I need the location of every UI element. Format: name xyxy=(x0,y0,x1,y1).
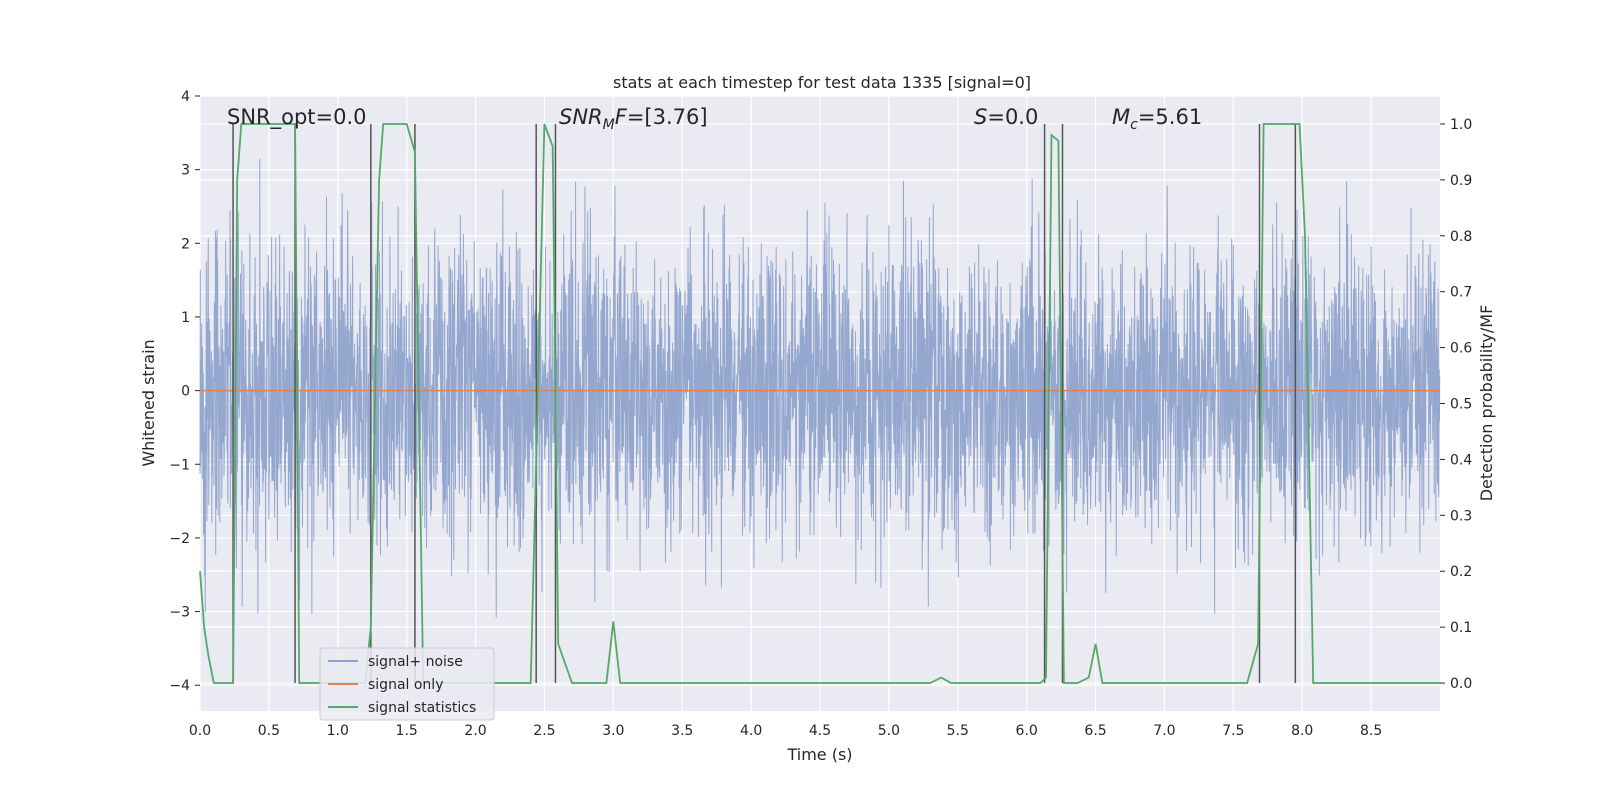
annotation-snr-mf: SNRMF=[3.76] xyxy=(559,105,708,133)
annotation-snr-mf-value: =[3.76] xyxy=(627,105,708,129)
annotation-snr-mf-sub: M xyxy=(603,117,615,133)
y-tick-label: −2 xyxy=(169,531,190,547)
annotation-snr-mf-mid: F xyxy=(615,105,628,129)
right-y-tick-label: 0.9 xyxy=(1450,173,1472,189)
right-y-tick-label: 0.1 xyxy=(1450,620,1472,636)
annotation-mc-base: M xyxy=(1112,105,1130,129)
y-tick-label: −4 xyxy=(169,678,190,694)
annotation-mc-sub: c xyxy=(1130,117,1138,133)
legend-label-statistics: signal statistics xyxy=(368,700,476,716)
annotation-snr-opt: SNR_opt=0.0 xyxy=(227,105,367,130)
y-axis-ticks: 4 3 2 1 0 −1 −2 −3 −4 xyxy=(169,89,200,694)
right-y-axis-label: Detection probability/MF xyxy=(1477,305,1496,502)
x-tick-label: 4.5 xyxy=(809,723,831,739)
right-y-tick-label: 0.2 xyxy=(1450,564,1472,580)
y-axis-label: Whitened strain xyxy=(139,339,158,466)
right-y-tick-label: 0.6 xyxy=(1450,341,1472,357)
legend-label-noise: signal+ noise xyxy=(368,654,463,670)
right-y-tick-label: 0.3 xyxy=(1450,508,1472,524)
x-tick-label: 7.0 xyxy=(1153,723,1175,739)
noise-path xyxy=(199,158,1441,618)
y-tick-label: 2 xyxy=(181,236,190,252)
x-axis-label: Time (s) xyxy=(786,745,852,764)
x-tick-label: 8.0 xyxy=(1291,723,1313,739)
right-y-tick-label: 1.0 xyxy=(1450,117,1472,133)
annotation-s-value: =0.0 xyxy=(987,105,1038,129)
x-tick-label: 3.0 xyxy=(602,723,624,739)
legend: signal+ noise signal only signal statist… xyxy=(319,647,495,721)
x-tick-label: 4.0 xyxy=(740,723,762,739)
x-tick-label: 2.5 xyxy=(533,723,555,739)
x-tick-label: 6.0 xyxy=(1016,723,1038,739)
annotation-s: S=0.0 xyxy=(974,105,1038,129)
x-axis-ticks: 0.0 0.5 1.0 1.5 2.0 2.5 3.0 3.5 4.0 4.5 5.0 5.5 6.0 6… xyxy=(189,723,1382,739)
x-tick-label: 8.5 xyxy=(1360,723,1382,739)
annotation-s-base: S xyxy=(974,105,987,129)
x-tick-label: 2.0 xyxy=(464,723,486,739)
signal-noise-series xyxy=(199,158,1441,618)
right-y-tick-label: 0.0 xyxy=(1450,676,1472,692)
right-y-axis-ticks: 1.0 0.9 0.8 0.7 0.6 0.5 0.4 0.3 0.2 0.1 0.0 xyxy=(1440,117,1472,692)
x-tick-label: 0.0 xyxy=(189,723,211,739)
legend-label-signal-only: signal only xyxy=(368,677,443,693)
x-tick-label: 7.5 xyxy=(1222,723,1244,739)
right-y-tick-label: 0.8 xyxy=(1450,229,1472,245)
x-tick-label: 6.5 xyxy=(1084,723,1106,739)
y-tick-label: 3 xyxy=(181,163,190,179)
right-y-tick-label: 0.7 xyxy=(1450,285,1472,301)
x-tick-label: 5.5 xyxy=(947,723,969,739)
annotation-snr-mf-base: SNR xyxy=(559,105,603,129)
x-tick-label: 3.5 xyxy=(671,723,693,739)
y-tick-label: 4 xyxy=(181,89,190,105)
y-tick-label: −3 xyxy=(169,605,190,621)
x-tick-label: 1.5 xyxy=(396,723,418,739)
x-tick-label: 0.5 xyxy=(258,723,280,739)
x-tick-label: 1.0 xyxy=(327,723,349,739)
y-tick-label: −1 xyxy=(169,457,190,473)
y-tick-label: 0 xyxy=(181,384,190,400)
annotation-mc: Mc=5.61 xyxy=(1112,105,1202,133)
chart-title: stats at each timestep for test data 133… xyxy=(613,73,1031,92)
x-tick-label: 5.0 xyxy=(878,723,900,739)
signal-statistics-series xyxy=(199,123,1440,684)
right-y-tick-label: 0.4 xyxy=(1450,452,1472,468)
legend-box xyxy=(319,647,495,721)
right-y-tick-label: 0.5 xyxy=(1450,397,1472,413)
y-tick-label: 1 xyxy=(181,310,190,326)
annotation-mc-value: =5.61 xyxy=(1138,105,1202,129)
